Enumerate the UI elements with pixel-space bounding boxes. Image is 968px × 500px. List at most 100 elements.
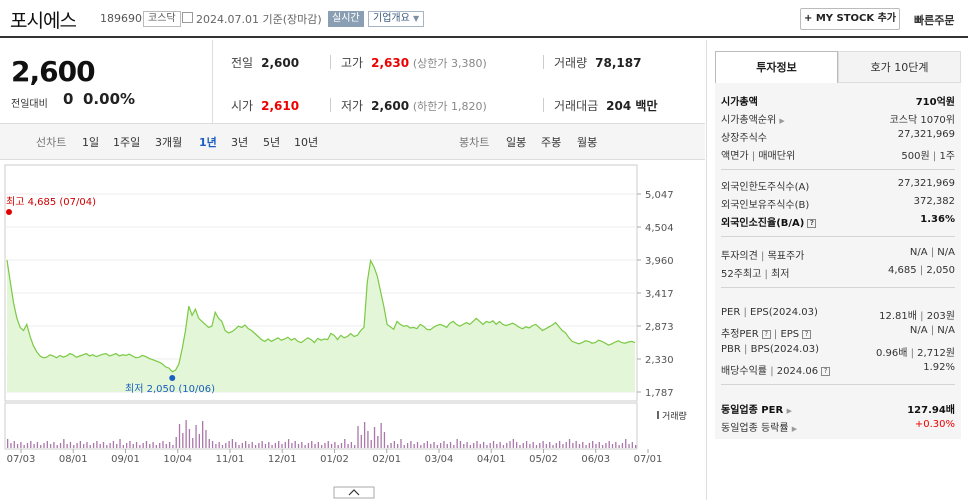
volume-bar xyxy=(549,442,551,448)
volume-bar xyxy=(615,442,617,448)
x-tick-label: 09/01 xyxy=(111,454,140,465)
divider xyxy=(721,169,955,170)
volume-bar xyxy=(572,443,574,448)
price-summary: 2,600 전일대비 0 0.00% 전일 2,600 고가 2,630 (상한가 … xyxy=(0,40,705,124)
foreign-ratio-row: 외국인소진율(B/A)? 1.36% xyxy=(721,214,955,229)
divider xyxy=(543,98,544,112)
period-5y[interactable]: 5년 xyxy=(263,136,281,149)
volume-bar xyxy=(350,442,353,448)
volume-bar xyxy=(165,444,167,448)
dividend-row: 배당수익률 | 2024.06? 1.92% xyxy=(721,362,955,377)
quick-order-link[interactable]: 빠른주문 xyxy=(914,14,955,27)
chevron-down-icon: ▼ xyxy=(413,14,420,23)
period-1w[interactable]: 1주일 xyxy=(113,136,141,149)
volume-bar xyxy=(264,444,267,448)
period-3y[interactable]: 3년 xyxy=(231,136,249,149)
volume-bar xyxy=(13,441,15,448)
volume-bar xyxy=(334,442,336,448)
volume-bar xyxy=(244,441,247,448)
volume-bar xyxy=(499,442,501,448)
volume-bar xyxy=(96,441,98,448)
volume-bar xyxy=(159,443,161,448)
market-cap-row: 시가총액 710억원 xyxy=(721,97,955,108)
volume-bar xyxy=(363,422,366,448)
volume-bar xyxy=(380,423,382,448)
par-row: 액면가 | 매매단위 500원 | 1주 xyxy=(721,151,955,162)
volume-bar xyxy=(314,444,316,448)
volume-bar xyxy=(63,439,65,448)
volume-bar xyxy=(125,443,128,448)
volume-bar xyxy=(73,445,75,448)
volume-bar xyxy=(552,445,554,448)
volume-bar xyxy=(33,444,35,448)
cap-rank-row[interactable]: 시가총액순위 ▶ 코스닥 1070위 xyxy=(721,115,955,126)
volume-bar xyxy=(49,444,52,448)
candle-monthly[interactable]: 월봉 xyxy=(577,136,598,149)
industry-rate-row[interactable]: 동일업종 등락률 ▶ +0.30% xyxy=(721,419,955,434)
volume-bar xyxy=(297,444,300,448)
price-chart[interactable]: 5,047 4,504 3,960 3,417 2,873 2,330 1,787 07/03… xyxy=(0,160,705,500)
realtime-badge[interactable]: 실시간 xyxy=(328,11,364,27)
price-line xyxy=(6,258,636,373)
volume-bar xyxy=(400,439,402,448)
period-1y[interactable]: 1년 xyxy=(199,136,217,149)
candle-weekly[interactable]: 주봉 xyxy=(541,136,562,149)
volume-bar xyxy=(185,420,187,448)
divider xyxy=(721,384,955,385)
volume-bar xyxy=(274,443,277,448)
period-1d[interactable]: 1일 xyxy=(82,136,100,149)
divider xyxy=(212,40,213,124)
tab-orderbook[interactable]: 호가 10단계 xyxy=(838,51,961,83)
volume-bar xyxy=(360,435,362,448)
volume-bar xyxy=(631,442,633,448)
volume-bar xyxy=(26,443,29,448)
volume-bar xyxy=(393,441,396,448)
industry-per-row[interactable]: 동일업종 PER ▶ 127.94배 xyxy=(721,405,955,416)
volume-bar xyxy=(479,444,481,448)
volume-bar xyxy=(628,444,630,448)
info-tabs: 투자정보 호가 10단계 xyxy=(715,51,961,83)
help-icon: ? xyxy=(761,329,771,339)
y-tick-label: 3,960 xyxy=(645,256,674,267)
period-10y[interactable]: 10년 xyxy=(294,136,319,149)
change-label: 전일대비 xyxy=(11,99,48,110)
volume-bar xyxy=(59,443,62,448)
volume-bar xyxy=(132,444,134,448)
volume-bar xyxy=(439,443,442,448)
volume-bar xyxy=(248,444,250,448)
x-tick-label: 04/01 xyxy=(477,454,506,465)
x-tick-label: 02/01 xyxy=(372,454,401,465)
volume-bar xyxy=(321,445,323,448)
stock-code: 189690 xyxy=(100,12,142,25)
mystock-add-button[interactable]: + MY STOCK 추가 xyxy=(800,8,900,30)
volume-bar xyxy=(238,445,240,448)
volume-bar xyxy=(545,444,548,448)
volume-bar xyxy=(211,441,214,448)
volume-bar xyxy=(10,443,12,448)
volume-bar xyxy=(625,439,627,448)
volume-bar xyxy=(36,442,39,448)
volume-bar xyxy=(188,429,191,448)
volume-bar xyxy=(509,441,511,448)
divider xyxy=(721,287,955,288)
volume-bar xyxy=(598,442,600,448)
open-price: 시가 2,610 xyxy=(231,99,300,113)
volume-bar xyxy=(459,441,462,448)
volume-bar xyxy=(525,441,528,448)
volume-bar xyxy=(43,443,45,448)
period-3m[interactable]: 3개월 xyxy=(155,136,183,149)
volume-bar xyxy=(582,442,584,448)
foreign-hold-row: 외국인보유주식수(B) 372,382 xyxy=(721,196,955,211)
tab-investment-info[interactable]: 투자정보 xyxy=(715,51,838,83)
volume-bar xyxy=(92,443,95,448)
est-per-row: 추정PER? | EPS? N/A | N/A xyxy=(721,325,955,340)
help-icon: ? xyxy=(802,329,812,339)
day-low: 저가 2,600 (하한가 1,820) xyxy=(341,99,487,113)
candle-daily[interactable]: 일봉 xyxy=(506,136,527,149)
volume-bar xyxy=(109,443,111,448)
divider xyxy=(721,236,955,237)
chart-toolbar: 선차트 1일 1주일 3개월 1년 3년 5년 10년 봉차트 일봉 주봉 월봉 xyxy=(0,124,705,160)
corp-info-button[interactable]: 기업개요 ▼ xyxy=(368,11,425,27)
volume-bar xyxy=(122,445,124,448)
change-value: 0 xyxy=(63,90,74,108)
